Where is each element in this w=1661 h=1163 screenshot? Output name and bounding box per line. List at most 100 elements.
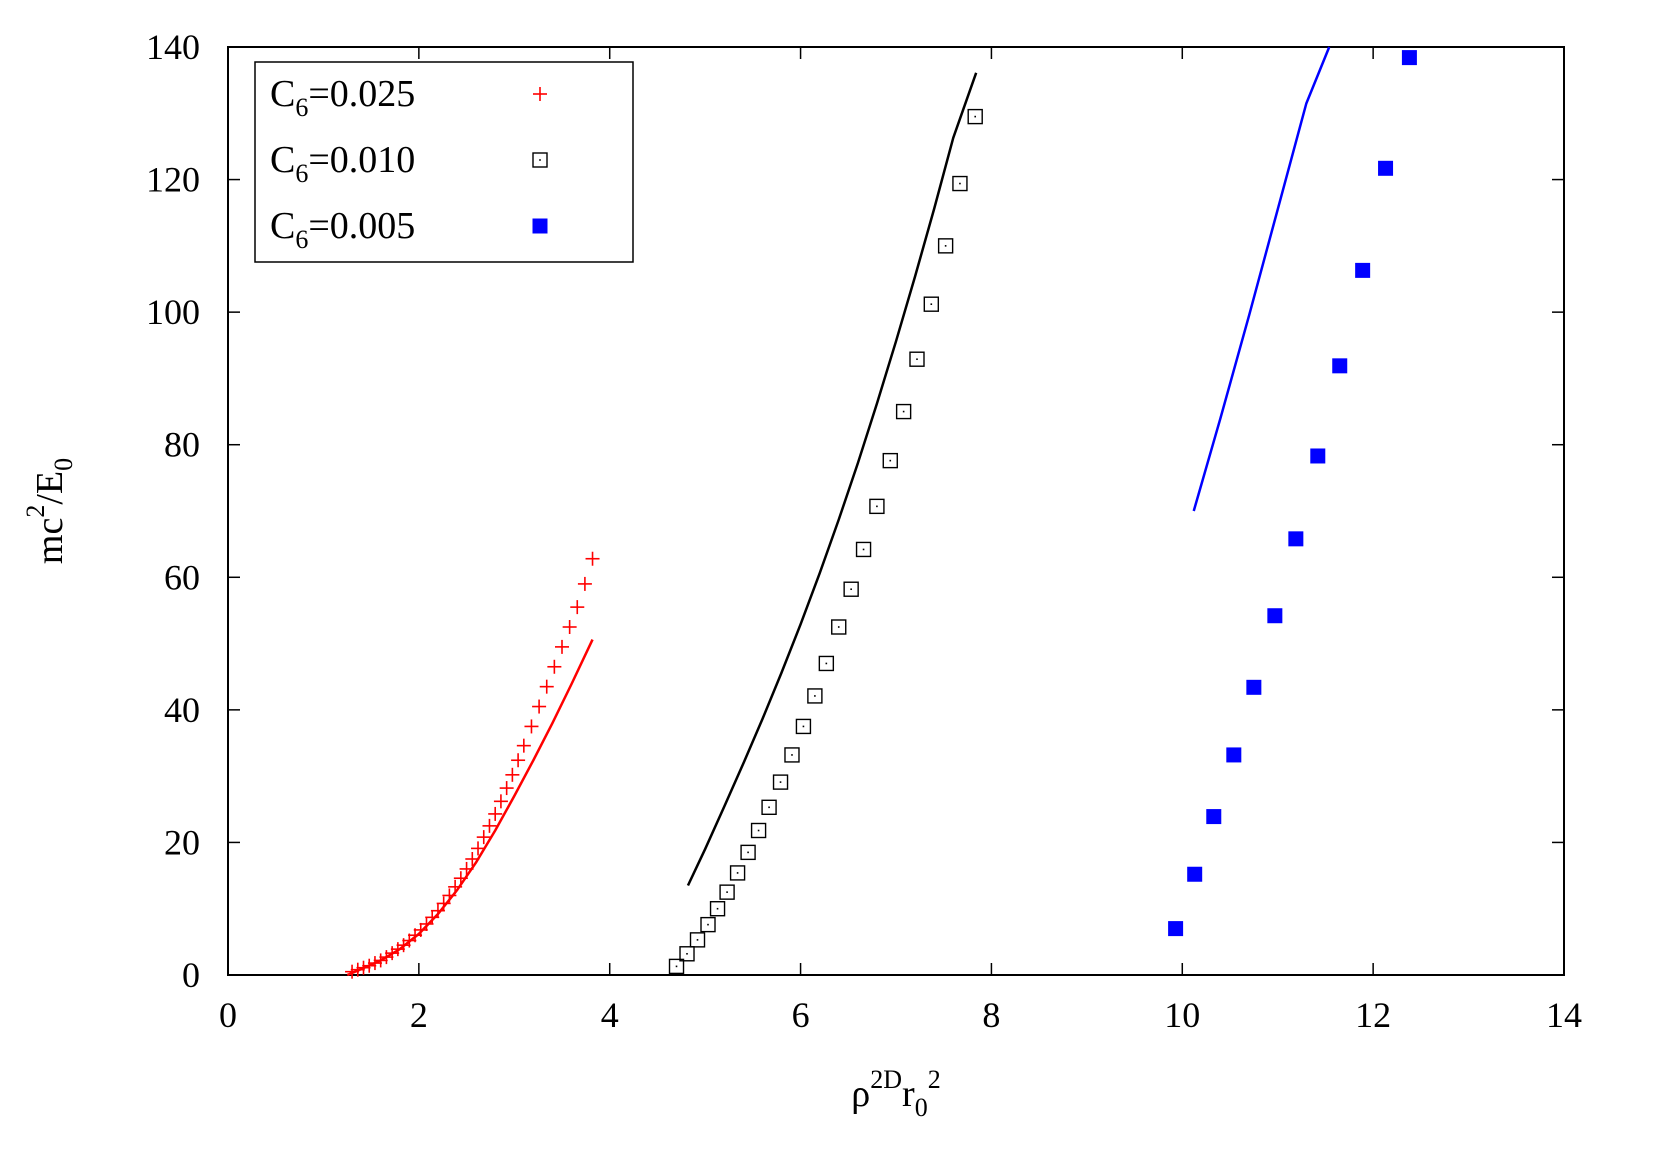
- y-axis-label: mc2/E0: [21, 458, 78, 564]
- series-1-point-22: [923, 296, 940, 312]
- series-1-point-13-box: [807, 688, 823, 704]
- series-1-point-4-box: [709, 901, 726, 917]
- series-0-point-20: [459, 861, 474, 876]
- y-tick-label-7: 140: [146, 27, 200, 67]
- series-1-point-17-box: [855, 541, 872, 558]
- series-1-point-2-box: [689, 932, 706, 948]
- series-1-point-4-dot: [716, 907, 719, 910]
- legend-label-1-sub: 6: [295, 159, 308, 188]
- y-tick-label-0: 0: [182, 955, 200, 995]
- series-1-point-11-box: [784, 747, 800, 763]
- series-1-point-25-dot: [974, 115, 977, 118]
- series-0-point-31: [524, 719, 539, 734]
- series-1-point-1-box: [679, 946, 695, 962]
- series-0-point-39: [585, 551, 600, 566]
- legend-marker-1: [532, 152, 548, 168]
- series-1-point-7-dot: [747, 851, 749, 854]
- series-1-point-21: [909, 351, 925, 367]
- series-0-point-22: [471, 841, 486, 856]
- series-1-point-5: [719, 884, 735, 900]
- series-1-point-2-dot: [696, 939, 699, 941]
- series-2-point-2: [1206, 809, 1222, 825]
- series-1-point-14-dot: [825, 662, 828, 665]
- series-1-point-17-dot: [862, 548, 865, 551]
- series-0-point-14: [425, 910, 440, 925]
- series-1-point-12-box: [795, 718, 812, 735]
- y-axis-label-pre: mc: [29, 518, 71, 564]
- series-0-point-23: [476, 830, 491, 845]
- series-0-point-4: [367, 956, 382, 971]
- y-tick-label-2: 40: [164, 690, 200, 730]
- series-1-point-18-dot: [876, 505, 878, 508]
- y-tick-label-5: 100: [146, 292, 200, 332]
- series-0-point-29: [511, 753, 526, 768]
- series-1-point-20-box: [895, 403, 912, 420]
- series-1-point-16: [843, 581, 859, 597]
- series-2-point-5: [1267, 608, 1283, 624]
- series-1-point-15: [831, 619, 847, 635]
- y-tick-label-4: 80: [164, 425, 200, 465]
- fit-line-1: [686, 72, 978, 887]
- series-1-point-7-box: [740, 844, 756, 861]
- series-1-point-10-box: [772, 774, 789, 790]
- series-1-point-21-dot: [916, 358, 918, 361]
- series-1-point-18-box: [869, 498, 885, 515]
- series-1-point-11: [784, 747, 800, 763]
- x-tick-label-1: 2: [410, 995, 428, 1035]
- series-1-point-3-dot: [707, 923, 709, 926]
- series-1-point-19: [882, 452, 898, 469]
- series-1-point-3: [700, 916, 716, 933]
- series-1-point-6-dot: [736, 872, 739, 874]
- series-1-point-22-box: [923, 296, 940, 312]
- legend-label-1-base: C: [270, 139, 295, 181]
- series-1-point-10: [772, 774, 789, 790]
- series-0-point-1: [350, 962, 365, 977]
- series-1-point-12-dot: [802, 725, 805, 728]
- series-2-point-4: [1246, 679, 1262, 695]
- x-tick-label-5: 10: [1164, 995, 1200, 1035]
- series-1-point-8-box: [750, 822, 767, 839]
- series-0-point-32: [532, 699, 547, 714]
- series-1-point-9-dot: [768, 806, 770, 809]
- series-1-point-12: [795, 718, 812, 735]
- legend-label-0-value: =0.025: [308, 73, 415, 115]
- series-0-point-33: [539, 679, 554, 694]
- x-tick-label-7: 14: [1546, 995, 1582, 1035]
- legend: C6=0.025 C6=0.010 C6=0.005: [254, 61, 634, 263]
- series-2-point-6: [1288, 531, 1304, 547]
- x-tick-label-0: 0: [219, 995, 237, 1035]
- legend-label-2-base: C: [270, 205, 295, 247]
- series-1-point-9: [761, 799, 777, 815]
- series-1-point-14-box: [818, 655, 835, 672]
- legend-marker-2: [532, 218, 548, 234]
- series-2-point-0: [1168, 921, 1184, 937]
- legend-markers: [532, 87, 548, 234]
- plot-frame: [227, 46, 1565, 976]
- legend-label-2-value: =0.005: [308, 205, 415, 247]
- y-axis-label-mid: /E: [29, 471, 71, 505]
- x-axis-label-sup1: 2D: [870, 1065, 902, 1094]
- series-0-point-5: [373, 953, 388, 968]
- series-1-point-3-box: [700, 916, 716, 933]
- series-1-point-23: [937, 238, 954, 254]
- series-1-point-1: [679, 946, 695, 962]
- series-0-point-0: [345, 964, 360, 979]
- series-0-point-25: [488, 806, 503, 821]
- series-0-point-6: [379, 950, 394, 965]
- series-1-point-7: [740, 844, 756, 861]
- legend-label-1: C6=0.010: [270, 139, 415, 188]
- y-axis-label-sub: 0: [49, 458, 78, 471]
- series-2-point-11: [1401, 50, 1417, 66]
- series-1-point-17: [855, 541, 872, 558]
- series-1-point-19-dot: [889, 459, 892, 462]
- series-1-point-2: [689, 932, 706, 948]
- series-1-point-0-dot: [675, 965, 678, 968]
- y-axis-label-sup: 2: [21, 505, 50, 518]
- y-tick-label-1: 20: [164, 822, 200, 862]
- legend-marker-0: [533, 87, 547, 101]
- series-1-point-14: [818, 655, 835, 672]
- series-0-point-7: [385, 946, 400, 961]
- series-2-point-3: [1226, 747, 1242, 763]
- series-1-point-6-box: [729, 865, 746, 881]
